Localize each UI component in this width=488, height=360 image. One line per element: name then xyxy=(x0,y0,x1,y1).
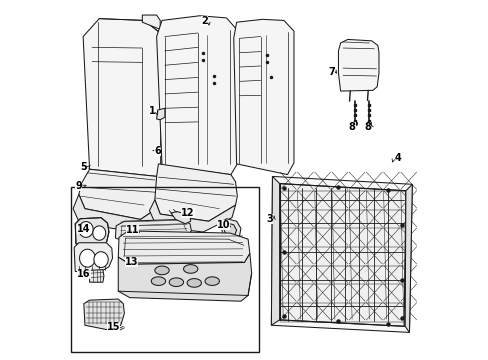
Polygon shape xyxy=(73,194,162,232)
Polygon shape xyxy=(149,200,235,232)
Polygon shape xyxy=(155,164,237,221)
Polygon shape xyxy=(80,249,95,267)
Polygon shape xyxy=(156,108,164,120)
Text: 1: 1 xyxy=(148,106,155,116)
Polygon shape xyxy=(118,231,249,264)
Text: 14: 14 xyxy=(77,225,90,234)
Text: 12: 12 xyxy=(181,208,194,218)
Polygon shape xyxy=(83,299,124,330)
Text: 11: 11 xyxy=(125,225,139,235)
Text: 2: 2 xyxy=(201,17,207,27)
Text: 8: 8 xyxy=(364,122,370,132)
Polygon shape xyxy=(271,176,411,332)
Polygon shape xyxy=(220,219,241,242)
Polygon shape xyxy=(83,19,162,176)
Polygon shape xyxy=(155,266,169,275)
Text: 13: 13 xyxy=(124,257,138,267)
Polygon shape xyxy=(94,252,108,267)
Text: 3: 3 xyxy=(265,214,272,224)
Polygon shape xyxy=(75,218,109,247)
Polygon shape xyxy=(183,265,198,273)
Polygon shape xyxy=(405,184,411,332)
Text: 6: 6 xyxy=(154,145,161,156)
Polygon shape xyxy=(118,253,251,301)
Polygon shape xyxy=(187,279,201,287)
Polygon shape xyxy=(89,270,104,282)
Polygon shape xyxy=(93,226,105,240)
Polygon shape xyxy=(278,184,405,326)
Polygon shape xyxy=(79,222,93,237)
Polygon shape xyxy=(233,19,293,175)
Bar xyxy=(70,187,258,352)
Polygon shape xyxy=(271,176,279,325)
Polygon shape xyxy=(74,243,112,273)
Text: 10: 10 xyxy=(217,220,230,230)
Text: 7: 7 xyxy=(327,67,334,77)
Polygon shape xyxy=(151,277,165,285)
Polygon shape xyxy=(79,169,163,220)
Polygon shape xyxy=(169,278,183,287)
Polygon shape xyxy=(204,277,219,285)
Polygon shape xyxy=(338,40,378,91)
Polygon shape xyxy=(115,220,191,241)
Text: 5: 5 xyxy=(81,162,87,172)
Text: 9: 9 xyxy=(75,181,82,192)
Polygon shape xyxy=(156,16,237,175)
Text: 15: 15 xyxy=(107,322,120,332)
Polygon shape xyxy=(171,212,190,224)
Text: 4: 4 xyxy=(394,153,401,163)
Text: 8: 8 xyxy=(348,122,355,132)
Polygon shape xyxy=(142,15,160,30)
Polygon shape xyxy=(223,223,236,237)
Text: 16: 16 xyxy=(77,269,90,279)
